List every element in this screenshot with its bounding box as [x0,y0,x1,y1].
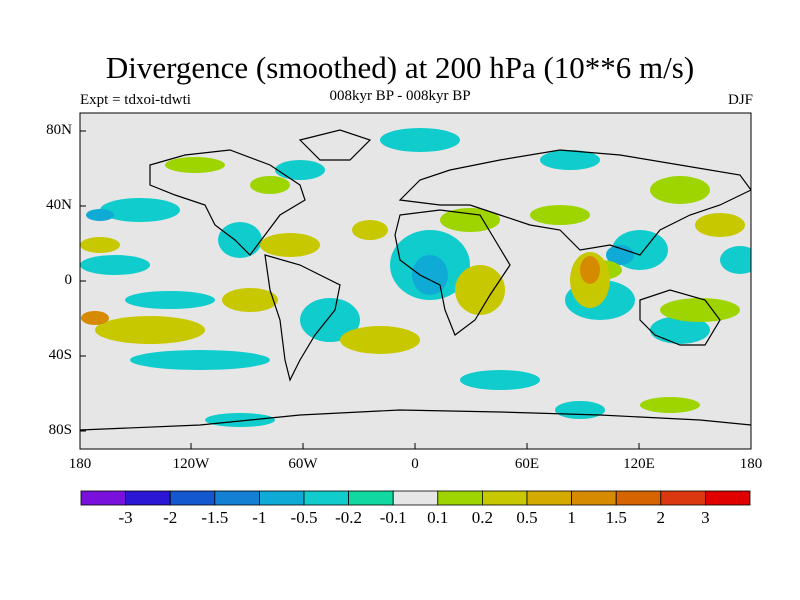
lon-label-120e: 120E [623,456,655,472]
colorbar-tick-label: 0.2 [471,508,494,527]
divergence-field [80,113,751,449]
colorbar [80,490,751,506]
moderate-positive-areas [80,213,745,354]
north-america-coast [149,149,306,256]
lon-label-0: 0 [411,456,419,472]
colorbar-swatch [571,490,617,506]
south-america-coast [264,254,341,382]
colorbar-tick-label: -1 [252,508,267,527]
lon-label-180w: 180 [68,456,92,472]
colorbar-swatch [214,490,260,506]
colorbar-swatch [481,490,528,506]
colorbar-swatch [705,490,751,506]
lat-label-40s: 40S [48,347,72,363]
lon-label-60e: 60E [514,456,540,472]
colorbar-tick-label: -2 [163,508,178,527]
colorbar-swatch [615,490,662,506]
axis-ticks [80,130,640,449]
colorbar-tick-label: -0.5 [290,508,318,527]
colorbar-tick-label: 0.1 [427,508,449,527]
colorbar-tick-label: -1.5 [201,508,229,527]
colorbar-swatch [169,490,216,506]
colorbar-swatch [303,490,349,506]
colorbar-tick-label: 3 [701,508,710,527]
lat-label-40n: 40N [46,197,72,213]
africa-coast [394,209,511,336]
colorbar-swatch [80,490,126,506]
colorbar-swatch [437,490,483,506]
colorbar-swatch [392,490,439,506]
colorbar-swatch [125,490,171,506]
lon-label-120w: 120W [172,456,210,472]
map-subtitle: 008kyr BP - 008kyr BP [329,88,471,104]
colorbar-tick-label: 2 [656,508,666,527]
colorbar-swatch [348,490,394,506]
coastlines [80,129,751,431]
eurasia-coast [398,149,751,256]
colorbar-tick-label: 1.5 [605,508,627,527]
colorbar-tick-label: 1 [567,508,576,527]
colorbar-swatch [660,490,706,506]
season-label: DJF [727,92,753,108]
strong-positive-areas [81,256,600,325]
lat-label-0: 0 [64,272,73,288]
colorbar-tick-label: -0.1 [379,508,407,527]
lon-label-60w: 60W [288,456,318,472]
colorbar-tick-label: -0.2 [335,508,363,527]
lat-label-80s: 80S [48,422,72,438]
colorbar-swatch [526,490,572,506]
lat-label-80n: 80N [46,122,72,138]
antarctica-coast [80,409,751,431]
colorbar-tick-label: 0.5 [516,508,538,527]
colorbar-swatch [258,490,305,506]
map-title: Divergence (smoothed) at 200 hPa (10**6 … [105,50,695,85]
lon-label-180e: 180 [739,456,763,472]
experiment-label: Expt = tdxoi-tdwti [80,92,191,108]
australia-coast [639,289,721,346]
colorbar-tick-label: -3 [118,508,133,527]
greenland-coast [298,129,372,161]
